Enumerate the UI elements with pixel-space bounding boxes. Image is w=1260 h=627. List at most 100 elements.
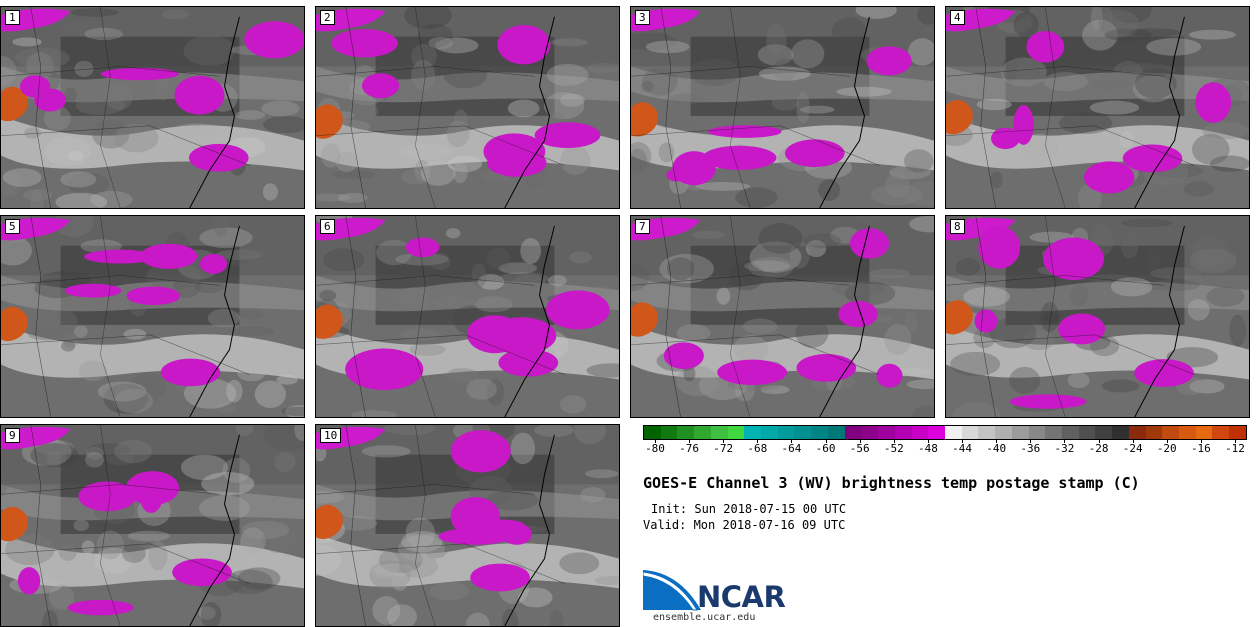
colorbar-segment xyxy=(1061,426,1079,439)
colorbar-segment xyxy=(961,426,979,439)
panel-number: 9 xyxy=(5,428,20,443)
colorbar-tick-mark xyxy=(1098,439,1100,443)
colorbar-tick-mark xyxy=(1064,439,1066,443)
panel-number: 8 xyxy=(950,219,965,234)
map-panel-8: 8 xyxy=(945,215,1250,418)
colorbar-tick-label: -12 xyxy=(1225,442,1245,455)
colorbar-tick-label: -80 xyxy=(645,442,665,455)
figure-title: GOES-E Channel 3 (WV) brightness temp po… xyxy=(643,474,1140,492)
colorbar-segment xyxy=(1179,426,1196,439)
colorbar-tick-label: -60 xyxy=(815,442,836,455)
colorbar-segment xyxy=(811,426,828,439)
colorbar-segment xyxy=(861,426,879,439)
colorbar-segment xyxy=(995,426,1012,439)
colorbar-tick-label: -76 xyxy=(679,442,700,455)
panel-number: 3 xyxy=(635,10,650,25)
colorbar-tick-label: -32 xyxy=(1054,442,1075,455)
colorbar-segment xyxy=(761,426,778,439)
colorbar-segment xyxy=(744,426,762,439)
colorbar-segment xyxy=(928,426,945,439)
map-panel-1: 1 xyxy=(0,6,305,209)
colorbar-tick-mark xyxy=(859,439,861,443)
panel-number: 1 xyxy=(5,10,20,25)
colorbar-segment xyxy=(694,426,711,439)
ncar-logo-icon xyxy=(643,570,701,611)
colorbar-tick-mark xyxy=(655,439,656,443)
map-panel-2: 2 xyxy=(315,6,620,209)
panel-number: 7 xyxy=(635,219,650,234)
colorbar-tick-label: -28 xyxy=(1088,442,1109,455)
colorbar-tick-mark xyxy=(962,439,964,443)
colorbar-segment xyxy=(1095,426,1113,439)
colorbar-tick-label: -44 xyxy=(952,442,972,455)
colorbar-segment xyxy=(710,426,728,439)
colorbar-tick-label: -64 xyxy=(781,442,802,455)
colorbar-segment xyxy=(1229,426,1246,439)
colorbar-segment xyxy=(944,426,962,439)
colorbar-tick-mark xyxy=(1166,439,1168,443)
colorbar-segment xyxy=(727,426,745,439)
colorbar-segment xyxy=(777,426,795,439)
colorbar-segment xyxy=(978,426,996,439)
map-panel-6: 6 xyxy=(315,215,620,418)
colorbar-segment xyxy=(1212,426,1230,439)
colorbar-tick-mark xyxy=(757,439,759,443)
colorbar-tick-label: -40 xyxy=(986,442,1007,455)
colorbar-segment xyxy=(660,426,678,439)
colorbar-tick-mark xyxy=(791,439,793,443)
colorbar-tick-mark xyxy=(1132,439,1134,443)
colorbar-segment xyxy=(794,426,812,439)
colorbar-segment xyxy=(1045,426,1062,439)
valid-time: Valid: Mon 2018-07-16 09 UTC xyxy=(643,518,846,532)
colorbar-tick-mark xyxy=(689,439,691,443)
colorbar-segment xyxy=(1128,426,1146,439)
map-panel-7: 7 xyxy=(630,215,935,418)
logo-text: NCAR xyxy=(697,580,786,614)
panel-number: 2 xyxy=(320,10,335,25)
map-panel-9: 9 xyxy=(0,424,305,627)
panel-number: 10 xyxy=(320,428,342,443)
colorbar-segment xyxy=(878,426,895,439)
colorbar-segment xyxy=(1011,426,1029,439)
colorbar-tick-mark xyxy=(996,439,998,443)
colorbar-segment xyxy=(1078,426,1096,439)
panel-number: 5 xyxy=(5,219,20,234)
colorbar-segment xyxy=(1162,426,1179,439)
logo-url: ensemble.ucar.edu xyxy=(653,612,756,623)
colorbar-tick-label: -36 xyxy=(1020,442,1041,455)
colorbar-tick-label: -52 xyxy=(883,442,904,455)
init-time: Init: Sun 2018-07-15 00 UTC xyxy=(651,502,847,516)
panel-number: 4 xyxy=(950,10,965,25)
colorbar-segment xyxy=(911,426,929,439)
colorbar-tick-mark xyxy=(723,439,725,443)
colorbar-segment xyxy=(1028,426,1046,439)
colorbar-tick-label: -56 xyxy=(849,442,870,455)
colorbar-tick-mark xyxy=(1030,439,1032,443)
colorbar-tick-label: -48 xyxy=(918,442,938,455)
colorbar xyxy=(643,425,1247,440)
colorbar-segment xyxy=(827,426,845,439)
colorbar-tick-label: -24 xyxy=(1122,442,1143,455)
map-panel-10: 10 xyxy=(315,424,620,627)
colorbar-tick-mark xyxy=(825,439,827,443)
colorbar-segment xyxy=(844,426,862,439)
colorbar-segment xyxy=(677,426,695,439)
colorbar-segment xyxy=(894,426,912,439)
colorbar-tick-labels: -80 -76 -72 -68 -64 -60 -56 -52 -48 -44 -40 -36 -32-… xyxy=(643,439,1247,462)
colorbar-tick-mark xyxy=(1200,439,1202,443)
colorbar-tick-mark xyxy=(1235,439,1236,443)
colorbar-segment xyxy=(1145,426,1163,439)
panel-number: 6 xyxy=(320,219,335,234)
colorbar-tick-label: -16 xyxy=(1190,442,1211,455)
colorbar-tick-label: -68 xyxy=(747,442,768,455)
colorbar-tick-mark xyxy=(893,439,895,443)
colorbar-tick-mark xyxy=(927,439,929,443)
map-panel-3: 3 xyxy=(630,6,935,209)
colorbar-tick-label: -72 xyxy=(713,442,734,455)
colorbar-segment xyxy=(1195,426,1213,439)
map-panel-4: 4 xyxy=(945,6,1250,209)
colorbar-segment xyxy=(1112,426,1129,439)
colorbar-segment xyxy=(644,426,661,439)
map-panel-5: 5 xyxy=(0,215,305,418)
colorbar-tick-label: -20 xyxy=(1156,442,1177,455)
